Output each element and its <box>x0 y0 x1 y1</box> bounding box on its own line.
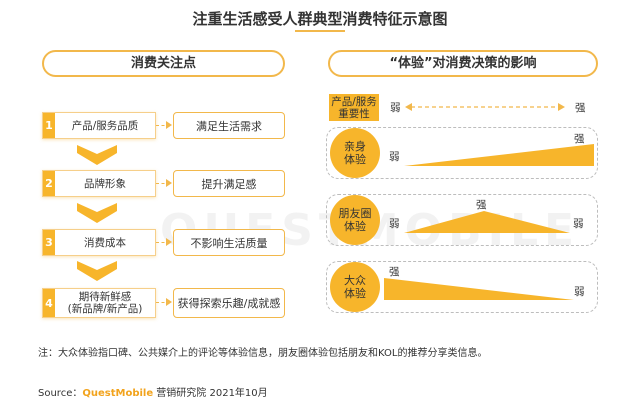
source-prefix: Source： <box>38 388 83 399</box>
factor-number: 2 <box>43 171 55 196</box>
strong-label: 强 <box>574 133 585 145</box>
factor-4: 4 期待新鲜感 (新品牌/新产品) <box>42 288 156 318</box>
source-line: Source：QuestMobile 营销研究院 2021年10月 <box>38 384 268 399</box>
connector-arrow <box>156 179 172 187</box>
social-experience-circle: 朋友圈 体验 <box>330 195 380 245</box>
connector-arrow <box>156 298 172 306</box>
factor-number: 4 <box>43 289 55 317</box>
footnote: 注：大众体验指口碑、公共媒介上的评论等体验信息，朋友圈体验包括朋友和KOL的推荐… <box>38 348 488 359</box>
strong-label: 强 <box>389 266 400 278</box>
source-brand: QuestMobile <box>82 388 154 399</box>
factor-2: 2 品牌形象 <box>42 170 156 197</box>
decreasing-wedge <box>384 278 574 300</box>
importance-label: 产品/服务 重要性 <box>329 94 379 121</box>
effect-1: 满足生活需求 <box>173 112 285 139</box>
scale-weak-label: 弱 <box>390 102 401 114</box>
increasing-wedge <box>404 144 594 166</box>
title-underline <box>295 30 345 32</box>
effect-2: 提升满足感 <box>173 170 285 197</box>
factor-3: 3 消费成本 <box>42 229 156 256</box>
factor-1: 1 产品/服务品质 <box>42 112 156 139</box>
weak-left-label: 弱 <box>389 218 400 230</box>
weak-right-label: 弱 <box>573 218 584 230</box>
group-personal-experience <box>326 127 598 179</box>
factor-number: 1 <box>43 113 55 138</box>
connector-arrow <box>156 121 172 129</box>
effect-3: 不影响生活质量 <box>173 229 285 256</box>
left-panel-header: 消费关注点 <box>42 50 285 77</box>
page-title: 注重生活感受人群典型消费特征示意图 <box>192 10 448 28</box>
right-panel-header: “体验”对消费决策的影响 <box>328 50 598 77</box>
scale-strong-label: 强 <box>575 102 586 114</box>
chevron-down-icon <box>77 203 117 223</box>
public-experience-circle: 大众 体验 <box>330 262 380 312</box>
effect-4: 获得探索乐趣/成就感 <box>173 288 285 318</box>
strong-label: 强 <box>476 199 487 211</box>
personal-experience-circle: 亲身 体验 <box>330 128 380 178</box>
factor-label: 期待新鲜感 (新品牌/新产品) <box>67 291 143 315</box>
peak-wedge <box>404 211 570 233</box>
weak-label: 弱 <box>574 286 585 298</box>
group-social-experience <box>326 194 598 246</box>
factor-label: 产品/服务品质 <box>71 119 139 132</box>
weak-label: 弱 <box>389 151 400 163</box>
source-suffix: 营销研究院 2021年10月 <box>153 388 268 399</box>
chevron-down-icon <box>77 261 117 281</box>
factor-number: 3 <box>43 230 55 255</box>
factor-label: 品牌形象 <box>84 177 126 190</box>
chevron-down-icon <box>77 145 117 165</box>
double-arrow-icon <box>405 103 565 111</box>
connector-arrow <box>156 238 172 246</box>
factor-label: 消费成本 <box>84 236 126 249</box>
group-public-experience <box>326 261 598 313</box>
